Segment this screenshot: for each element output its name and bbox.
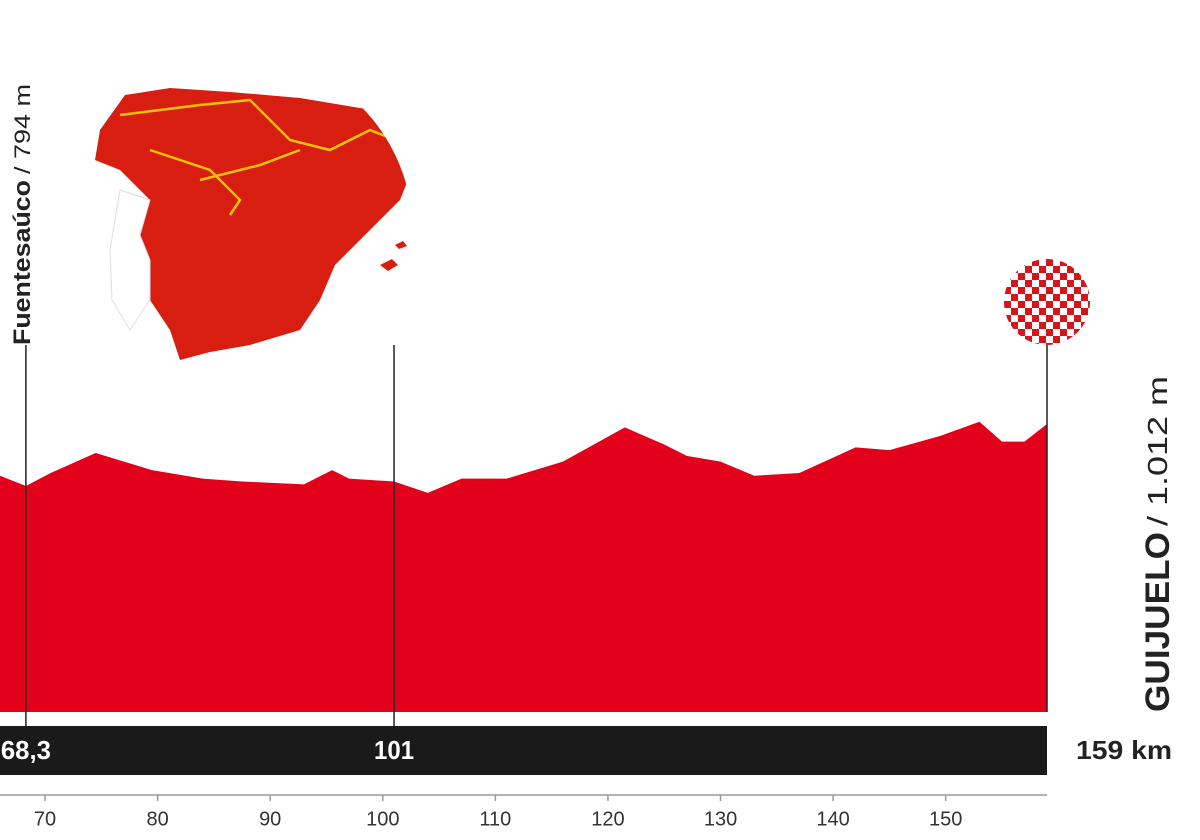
elevation-area — [0, 421, 1047, 712]
map-route — [119, 98, 396, 216]
waypoint-label: Fuentesaúco / 794 m — [9, 84, 36, 345]
waypoint-altitude: / 1.012 m — [1142, 376, 1173, 526]
map-land — [95, 88, 412, 360]
waypoint-label: GUIJUELO / 1.012 m — [1139, 376, 1177, 712]
x-tick-label: 100 — [366, 808, 399, 830]
waypoint-name: Fuentesaúco — [9, 180, 36, 345]
profile-layer — [0, 421, 1047, 714]
x-tick-label: 130 — [704, 808, 737, 830]
x-tick-label: 150 — [929, 808, 962, 830]
waypoint-km: 101 — [374, 735, 414, 765]
waypoint-name: GUIJUELO — [1139, 532, 1177, 712]
x-tick-label: 110 — [479, 808, 511, 830]
x-tick-label: 90 — [259, 808, 281, 830]
x-tick-label: 70 — [34, 808, 56, 830]
x-tick-label: 80 — [146, 808, 168, 830]
waypoint-km: 68,3 — [1, 735, 51, 765]
finish-flag — [1004, 259, 1090, 345]
map-islands — [380, 241, 407, 271]
map-portugal — [109, 189, 151, 331]
waypoint-km: 159 km — [1076, 735, 1172, 765]
inset-map — [53, 53, 413, 413]
waypoint-altitude: / 794 m — [10, 84, 35, 174]
x-tick-label: 120 — [591, 808, 624, 830]
distance-bar — [0, 726, 1047, 775]
x-tick-label: 140 — [816, 808, 849, 830]
